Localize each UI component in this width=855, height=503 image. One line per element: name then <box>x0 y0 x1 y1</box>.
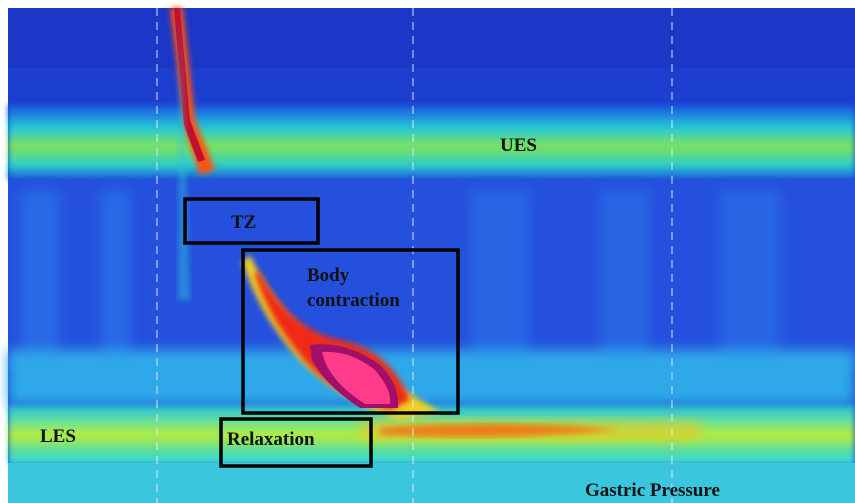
label: TZ <box>231 212 256 233</box>
label: Gastric Pressure <box>585 480 720 501</box>
label: contraction <box>307 290 400 311</box>
label: Relaxation <box>227 429 315 450</box>
label: Body <box>307 265 350 286</box>
label: UES <box>500 135 537 156</box>
heatmap <box>8 8 855 503</box>
label: LES <box>40 426 76 447</box>
manometry-plot: UES TZ Body contraction LES Relaxation G… <box>0 0 855 503</box>
